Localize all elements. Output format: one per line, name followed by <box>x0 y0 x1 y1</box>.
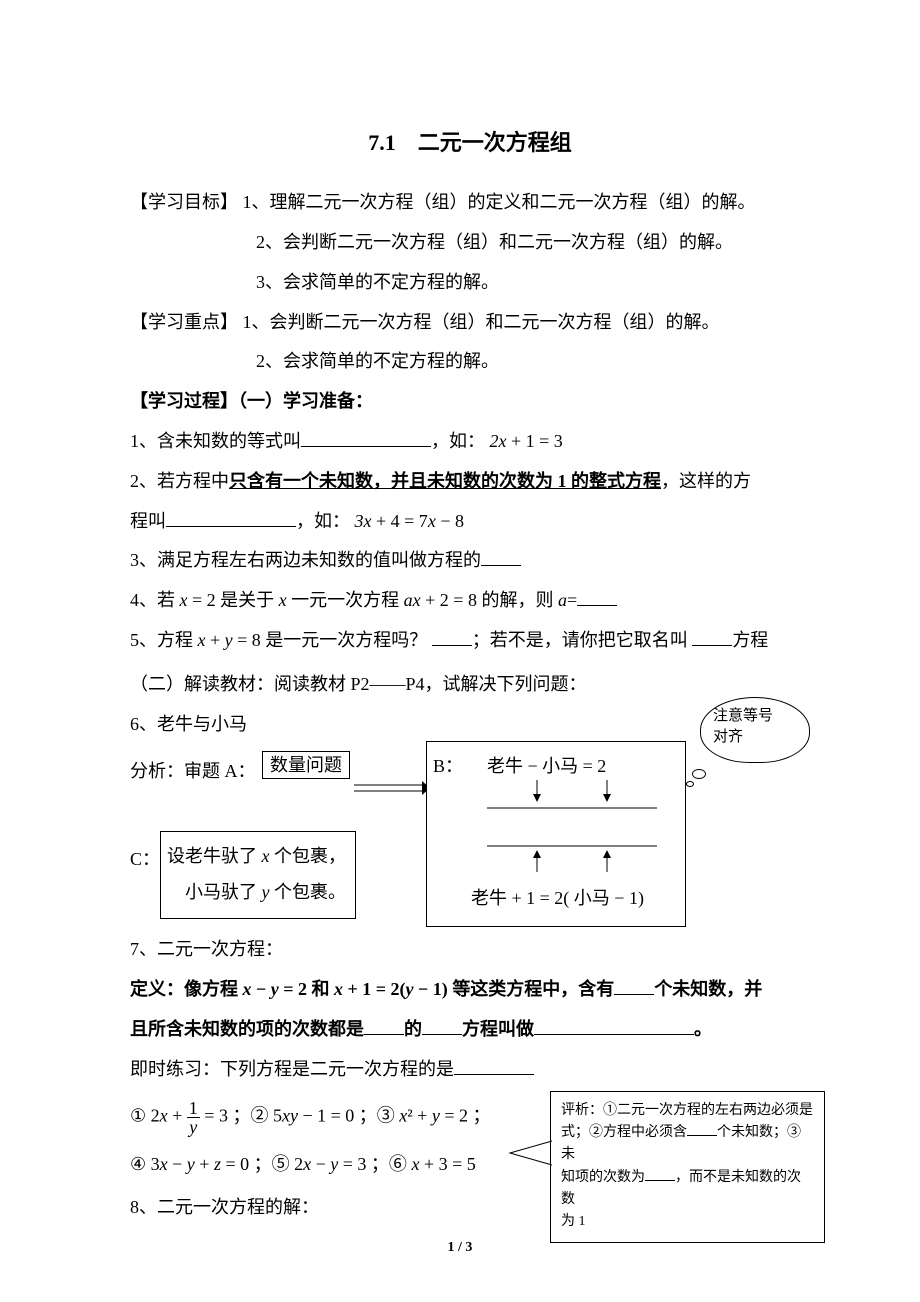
box-c-l2: 小马驮了 y 个包裹。 <box>167 874 349 910</box>
q2-underlined: 只含有一个未知数，并且未知数的次数为 1 的整式方程 <box>229 471 661 491</box>
label-b: B： <box>433 748 463 786</box>
q2-eq: 3x + 4 = 7x − 8 <box>355 511 464 531</box>
box-a: 数量问题 <box>262 751 350 779</box>
analysis-label: 分析：审题 A： <box>130 753 256 791</box>
def-mid1: 和 <box>307 979 334 999</box>
q4-blank <box>577 588 617 606</box>
process-label: 【学习过程】（一）学习准备： <box>130 383 810 421</box>
q5-blank2 <box>692 628 732 646</box>
q1: 1、含未知数的等式叫 ，如： 2x + 1 = 3 <box>130 423 810 461</box>
page-title: 7.1 二元一次方程组 <box>130 120 810 166</box>
frac-num: 1 <box>187 1099 200 1118</box>
q4-var2: a <box>558 590 567 610</box>
q4-eq1: x <box>180 590 188 610</box>
eq-b-bot: 老牛 + 1 = 2( 小马 − 1) <box>471 880 644 918</box>
arrows-up-icon <box>487 842 657 876</box>
q1-blank <box>301 429 431 447</box>
def-b3 <box>422 1017 462 1035</box>
def-line2: 且所含未知数的项的次数都是 的 方程叫做 。 <box>130 1011 810 1049</box>
q3-blank <box>481 548 521 566</box>
goal-2: 2、会判断二元一次方程（组）和二元一次方程（组）的解。 <box>130 224 810 262</box>
box-c-l1: 设老牛驮了 x 个包裹， <box>167 838 349 874</box>
q1-pre: 1、含未知数的等式叫 <box>130 431 301 451</box>
callout-l1: 评析：①二元一次方程的左右两边必须是 <box>561 1100 814 1122</box>
q2-pre: 2、若方程中 <box>130 471 229 491</box>
def-b1 <box>614 977 654 995</box>
q2-line2: 程叫 ，如： 3x + 4 = 7x − 8 <box>130 503 810 541</box>
def-l2-mid: 的 <box>404 1019 422 1039</box>
callout-l2: 式；②方程中必须含个未知数；③未 <box>561 1122 814 1167</box>
cloud-note: 注意等号 对齐 <box>700 697 810 763</box>
page-footer: 1 / 3 <box>0 1233 920 1262</box>
q4-mid1: 是关于 <box>216 590 279 610</box>
def-line1: 定义：像方程 x − y = 2 和 x + 1 = 2(y − 1) 等这类方… <box>130 971 810 1009</box>
q2-l2-post: ，如： <box>296 511 350 531</box>
def-l2-end: 。 <box>694 1019 712 1039</box>
callout-l4: 为 1 <box>561 1211 814 1233</box>
label-c: C： <box>130 841 160 879</box>
goal-1: 1、理解二元一次方程（组）的定义和二元一次方程（组）的解。 <box>243 192 756 212</box>
def-l2-post: 方程叫做 <box>462 1019 534 1039</box>
goals-label: 【学习目标】 <box>130 192 238 212</box>
q4-post: = <box>567 590 577 610</box>
q2-post1: ，这样的方 <box>661 471 751 491</box>
practice-label: 即时练习：下列方程是二元一次方程的是 <box>130 1059 454 1079</box>
def-mid3: 个未知数，并 <box>654 979 762 999</box>
box-b: B： 老牛 − 小马 = 2 老牛 + 1 = 2( 小马 − 1) <box>426 741 686 927</box>
q4-eq2: ax <box>404 590 421 610</box>
def-l2-pre: 且所含未知数的项的次数都是 <box>130 1019 364 1039</box>
q4-var: x <box>279 590 287 610</box>
q5-post: ；若不是，请你把它取名叫 <box>472 630 693 650</box>
callout-l3: 知项的次数为，而不是未知数的次数 <box>561 1167 814 1212</box>
q7: 7、二元一次方程： <box>130 931 810 969</box>
q2-l2-pre: 程叫 <box>130 511 166 531</box>
q4-mid2: 一元一次方程 <box>287 590 404 610</box>
goals-line1: 【学习目标】 1、理解二元一次方程（组）的定义和二元一次方程（组）的解。 <box>130 184 810 222</box>
q4: 4、若 x = 2 是关于 x 一元一次方程 ax + 2 = 8 的解，则 a… <box>130 582 810 620</box>
box-c: 设老牛驮了 x 个包裹， 小马驮了 y 个包裹。 <box>160 831 356 919</box>
analysis-callout: 评析：①二元一次方程的左右两边必须是 式；②方程中必须含个未知数；③未 知项的次… <box>550 1091 825 1243</box>
cloud-bubble2-icon <box>686 781 694 787</box>
q5-eq: x <box>198 630 206 650</box>
goal-3: 3、会求简单的不定方程的解。 <box>130 264 810 302</box>
def-mid2: 等这类方程中，含有 <box>448 979 615 999</box>
q5-blank1 <box>432 628 472 646</box>
cloud-bubble1-icon <box>692 769 706 779</box>
cloud-l1: 注意等号 <box>713 708 773 724</box>
q2-blank <box>166 509 296 527</box>
section2: （二）解读教材：阅读教材 P2——P4，试解决下列问题： <box>130 666 810 704</box>
practice-label-line: 即时练习：下列方程是二元一次方程的是 <box>130 1051 810 1089</box>
q5-tail: 方程 <box>732 630 768 650</box>
def-b4 <box>534 1017 694 1035</box>
focus-line1: 【学习重点】 1、会判断二元一次方程（组）和二元一次方程（组）的解。 <box>130 304 810 342</box>
cloud-l2: 对齐 <box>713 729 743 745</box>
q3-pre: 3、满足方程左右两边未知数的值叫做方程的 <box>130 550 481 570</box>
def-b2 <box>364 1017 404 1035</box>
focus-label: 【学习重点】 <box>130 312 238 332</box>
diagram: 分析：审题 A： 数量问题 B： 老牛 − 小马 = 2 老牛 + 1 = 2(… <box>130 747 810 927</box>
q3: 3、满足方程左右两边未知数的值叫做方程的 <box>130 542 810 580</box>
callout-pointer-icon <box>508 1139 554 1169</box>
def-pre: 定义：像方程 <box>130 979 243 999</box>
q5-mid: 是一元一次方程吗？ <box>261 630 432 650</box>
q4-pre: 4、若 <box>130 590 180 610</box>
q1-post: ，如： <box>431 431 485 451</box>
q2-line1: 2、若方程中只含有一个未知数，并且未知数的次数为 1 的整式方程，这样的方 <box>130 463 810 501</box>
focus-2: 2、会求简单的不定方程的解。 <box>130 343 810 381</box>
frac-den: y <box>187 1118 200 1136</box>
arrows-down-icon <box>487 778 657 812</box>
q1-eq: 2x + 1 = 3 <box>490 431 563 451</box>
q5: 5、方程 x + y = 8 是一元一次方程吗？ ；若不是，请你把它取名叫 方程 <box>130 622 810 660</box>
practice-blank <box>454 1057 534 1075</box>
focus-1: 1、会判断二元一次方程（组）和二元一次方程（组）的解。 <box>243 312 720 332</box>
q5-pre: 5、方程 <box>130 630 198 650</box>
q4-mid3: 的解，则 <box>477 590 558 610</box>
arrow-a-to-b-icon <box>352 779 432 799</box>
